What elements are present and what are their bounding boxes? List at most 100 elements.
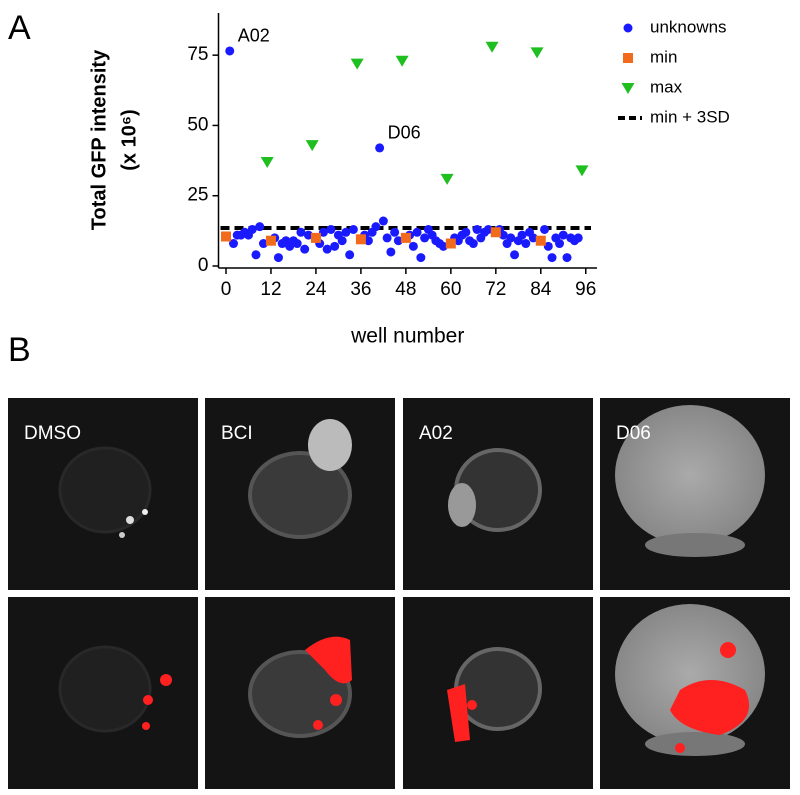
annotation: A02: [238, 26, 270, 46]
point: [326, 224, 336, 234]
x-tick-label: 12: [260, 279, 281, 300]
point: [363, 236, 373, 246]
point: [472, 224, 482, 234]
point: [273, 253, 283, 263]
panel-label: A: [8, 9, 31, 47]
point: [528, 233, 538, 243]
x-tick-label: 0: [221, 279, 232, 300]
legend-label: max: [650, 77, 683, 96]
point: [395, 55, 409, 67]
point: [296, 227, 306, 237]
point: [247, 224, 257, 234]
point: [337, 236, 347, 246]
point: [341, 227, 351, 237]
red-overlay: [142, 636, 750, 753]
y-tick-label: 75: [187, 44, 208, 65]
legend-label: min + 3SD: [650, 107, 730, 126]
point: [303, 230, 313, 240]
point: [390, 227, 400, 237]
point: [573, 233, 583, 243]
point: [483, 224, 493, 234]
point: [255, 222, 265, 232]
point: [438, 241, 448, 251]
point: [260, 156, 274, 168]
point: [555, 239, 565, 249]
point: [521, 239, 531, 249]
panel-label: B: [8, 331, 31, 369]
y-axis-label: (x 10⁶): [118, 109, 140, 170]
point: [318, 227, 328, 237]
point: [510, 250, 520, 260]
point: [220, 231, 231, 242]
y-axis-label: Total GFP intensity: [88, 49, 110, 230]
image-label: BCI: [221, 423, 253, 444]
x-axis-label: well number: [350, 325, 464, 348]
x-tick-label: 24: [305, 279, 327, 300]
image-grid: [8, 398, 790, 789]
point: [371, 222, 381, 232]
x-tick-label: 84: [530, 279, 552, 300]
point: [348, 224, 358, 234]
point: [378, 216, 388, 226]
point: [440, 173, 454, 185]
point: [535, 235, 546, 246]
point: [386, 247, 396, 257]
point: [305, 140, 319, 152]
point: [575, 165, 589, 177]
x-tick-label: 72: [485, 279, 506, 300]
point: [416, 253, 426, 263]
point: [445, 238, 456, 249]
annotation: D06: [388, 123, 421, 143]
point: [468, 239, 478, 249]
image-label: A02: [419, 423, 453, 444]
legend-swatch: [621, 83, 635, 94]
point: [540, 224, 550, 234]
point: [393, 236, 403, 246]
legend-label: unknowns: [650, 17, 727, 36]
legend-swatch: [623, 53, 633, 63]
x-tick-label: 60: [440, 279, 461, 300]
legend-swatch: [623, 23, 633, 33]
point: [225, 46, 235, 56]
point: [382, 233, 392, 243]
x-tick-label: 48: [395, 279, 416, 300]
point: [490, 227, 501, 238]
point: [258, 239, 268, 249]
y-tick-label: 50: [187, 114, 208, 135]
point: [350, 58, 364, 70]
image-label: D06: [616, 423, 651, 444]
x-tick-label: 36: [350, 279, 371, 300]
point: [330, 241, 340, 251]
point: [408, 241, 418, 251]
point: [485, 41, 499, 53]
point: [345, 250, 355, 260]
point: [461, 227, 471, 237]
embryo: [58, 446, 152, 733]
point: [322, 244, 332, 254]
point: [355, 234, 366, 245]
point: [517, 230, 527, 240]
point: [292, 239, 302, 249]
x-tick-label: 96: [575, 279, 596, 300]
y-tick-label: 0: [198, 255, 209, 276]
point: [375, 143, 385, 153]
point: [562, 253, 572, 263]
point: [543, 241, 553, 251]
point: [400, 232, 411, 243]
point: [547, 253, 557, 263]
image-label: DMSO: [24, 423, 81, 444]
legend-label: min: [650, 47, 677, 66]
point: [420, 233, 430, 243]
point: [300, 244, 310, 254]
point: [498, 230, 508, 240]
embryo: [248, 405, 765, 756]
point: [228, 239, 238, 249]
point: [310, 232, 321, 243]
point: [412, 227, 422, 237]
point: [265, 235, 276, 246]
y-tick-label: 25: [187, 185, 208, 206]
point: [251, 250, 261, 260]
point: [530, 47, 544, 59]
point: [506, 233, 516, 243]
